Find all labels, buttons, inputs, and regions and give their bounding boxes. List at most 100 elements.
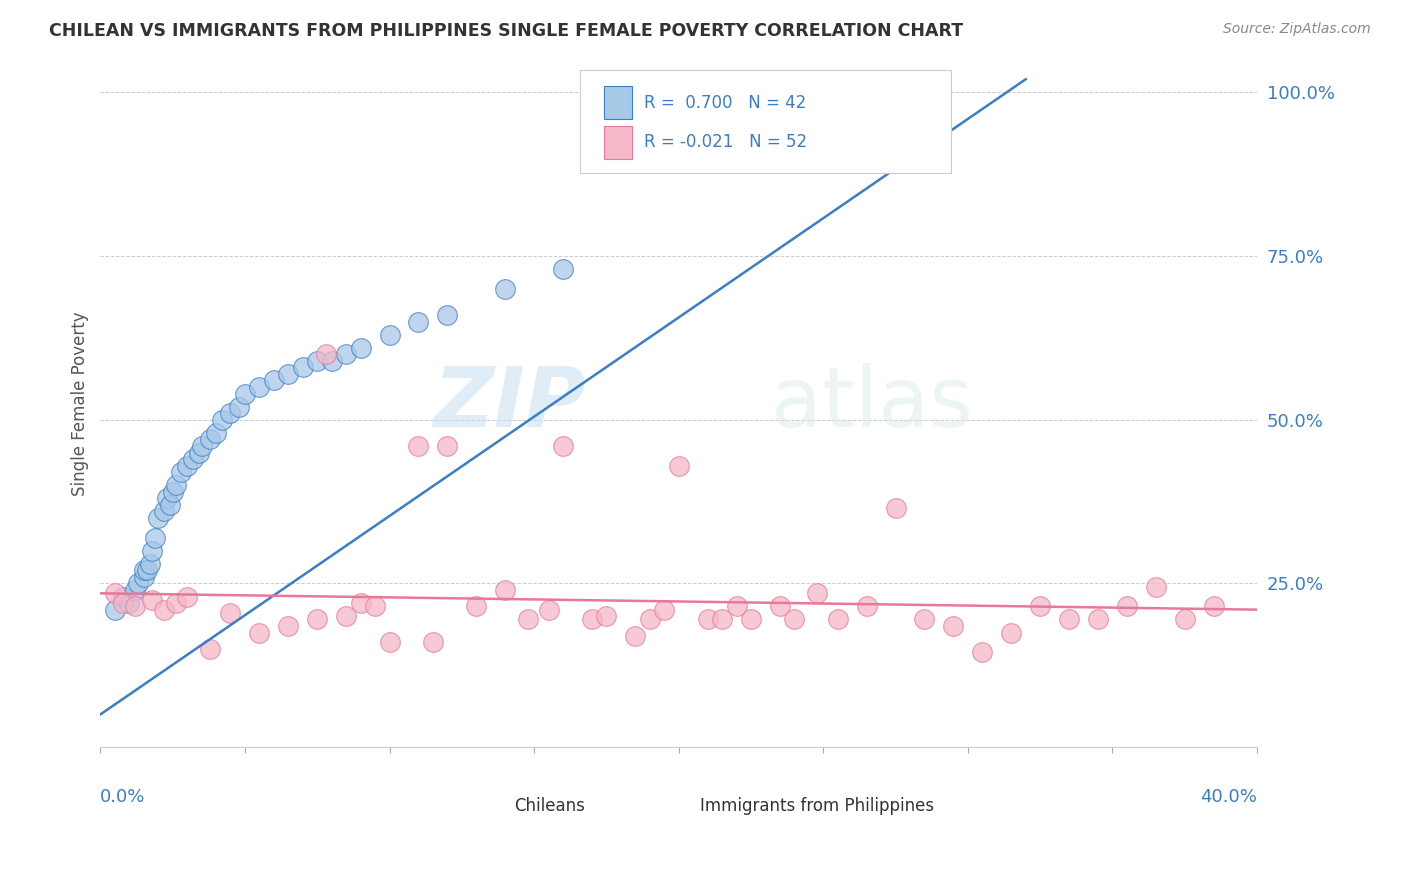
Point <box>141 543 163 558</box>
Point <box>104 586 127 600</box>
Point <box>307 612 329 626</box>
Point <box>127 576 149 591</box>
Point <box>159 498 181 512</box>
Text: R =  0.700   N = 42: R = 0.700 N = 42 <box>644 94 806 112</box>
Point <box>494 282 516 296</box>
Point <box>247 625 270 640</box>
Point <box>205 425 228 440</box>
Point <box>162 484 184 499</box>
Point <box>156 491 179 506</box>
Point <box>349 596 371 610</box>
Point <box>517 612 540 626</box>
Point <box>176 590 198 604</box>
Bar <box>666 793 693 821</box>
Point <box>112 596 135 610</box>
Point <box>422 635 444 649</box>
Point <box>153 602 176 616</box>
Point <box>148 511 170 525</box>
Point <box>711 612 734 626</box>
Text: Source: ZipAtlas.com: Source: ZipAtlas.com <box>1223 22 1371 37</box>
Bar <box>603 126 633 159</box>
Point <box>1116 599 1139 614</box>
Point <box>436 308 458 322</box>
Point <box>211 413 233 427</box>
Point <box>1029 599 1052 614</box>
Point <box>165 596 187 610</box>
Point <box>153 504 176 518</box>
Point <box>408 439 430 453</box>
Point <box>581 612 603 626</box>
Point <box>219 406 242 420</box>
Point <box>132 563 155 577</box>
Point <box>200 433 222 447</box>
Point <box>595 609 617 624</box>
Point <box>118 596 141 610</box>
Text: atlas: atlas <box>772 363 973 444</box>
Point <box>1087 612 1109 626</box>
Point <box>187 445 209 459</box>
Point <box>668 458 690 473</box>
Point <box>176 458 198 473</box>
Point <box>624 629 647 643</box>
Point <box>725 599 748 614</box>
Point <box>315 347 337 361</box>
Point <box>942 619 965 633</box>
Point <box>972 645 994 659</box>
Point <box>740 612 762 626</box>
Point <box>291 360 314 375</box>
Point <box>638 612 661 626</box>
Point <box>228 400 250 414</box>
Point <box>855 599 877 614</box>
Point <box>783 612 806 626</box>
FancyBboxPatch shape <box>581 70 950 173</box>
Point <box>769 599 792 614</box>
Bar <box>603 87 633 120</box>
Point <box>378 327 401 342</box>
Point <box>408 314 430 328</box>
Point <box>181 452 204 467</box>
Point <box>141 592 163 607</box>
Point <box>349 341 371 355</box>
Point <box>200 642 222 657</box>
Point <box>364 599 387 614</box>
Point <box>436 439 458 453</box>
Point <box>112 590 135 604</box>
Point <box>104 602 127 616</box>
Point <box>1057 612 1080 626</box>
Text: ZIP: ZIP <box>433 363 586 444</box>
Point <box>725 105 748 120</box>
Point <box>914 612 936 626</box>
Y-axis label: Single Female Poverty: Single Female Poverty <box>72 311 89 496</box>
Point <box>165 478 187 492</box>
Point <box>696 612 718 626</box>
Text: Chileans: Chileans <box>515 797 585 814</box>
Point <box>219 606 242 620</box>
Point <box>132 570 155 584</box>
Point <box>884 501 907 516</box>
Point <box>537 602 560 616</box>
Point <box>321 354 343 368</box>
Point <box>247 380 270 394</box>
Point <box>190 439 212 453</box>
Bar <box>482 793 508 821</box>
Text: CHILEAN VS IMMIGRANTS FROM PHILIPPINES SINGLE FEMALE POVERTY CORRELATION CHART: CHILEAN VS IMMIGRANTS FROM PHILIPPINES S… <box>49 22 963 40</box>
Point <box>335 609 357 624</box>
Point <box>335 347 357 361</box>
Point <box>465 599 488 614</box>
Point <box>277 367 299 381</box>
Point <box>827 612 849 626</box>
Text: Immigrants from Philippines: Immigrants from Philippines <box>700 797 934 814</box>
Point <box>551 262 574 277</box>
Point <box>277 619 299 633</box>
Point <box>551 439 574 453</box>
Point <box>652 602 675 616</box>
Point <box>138 557 160 571</box>
Text: R = -0.021   N = 52: R = -0.021 N = 52 <box>644 133 807 151</box>
Text: 40.0%: 40.0% <box>1201 789 1257 806</box>
Point <box>1202 599 1225 614</box>
Point <box>806 586 828 600</box>
Point <box>494 582 516 597</box>
Point <box>233 386 256 401</box>
Text: 0.0%: 0.0% <box>100 789 146 806</box>
Point <box>307 354 329 368</box>
